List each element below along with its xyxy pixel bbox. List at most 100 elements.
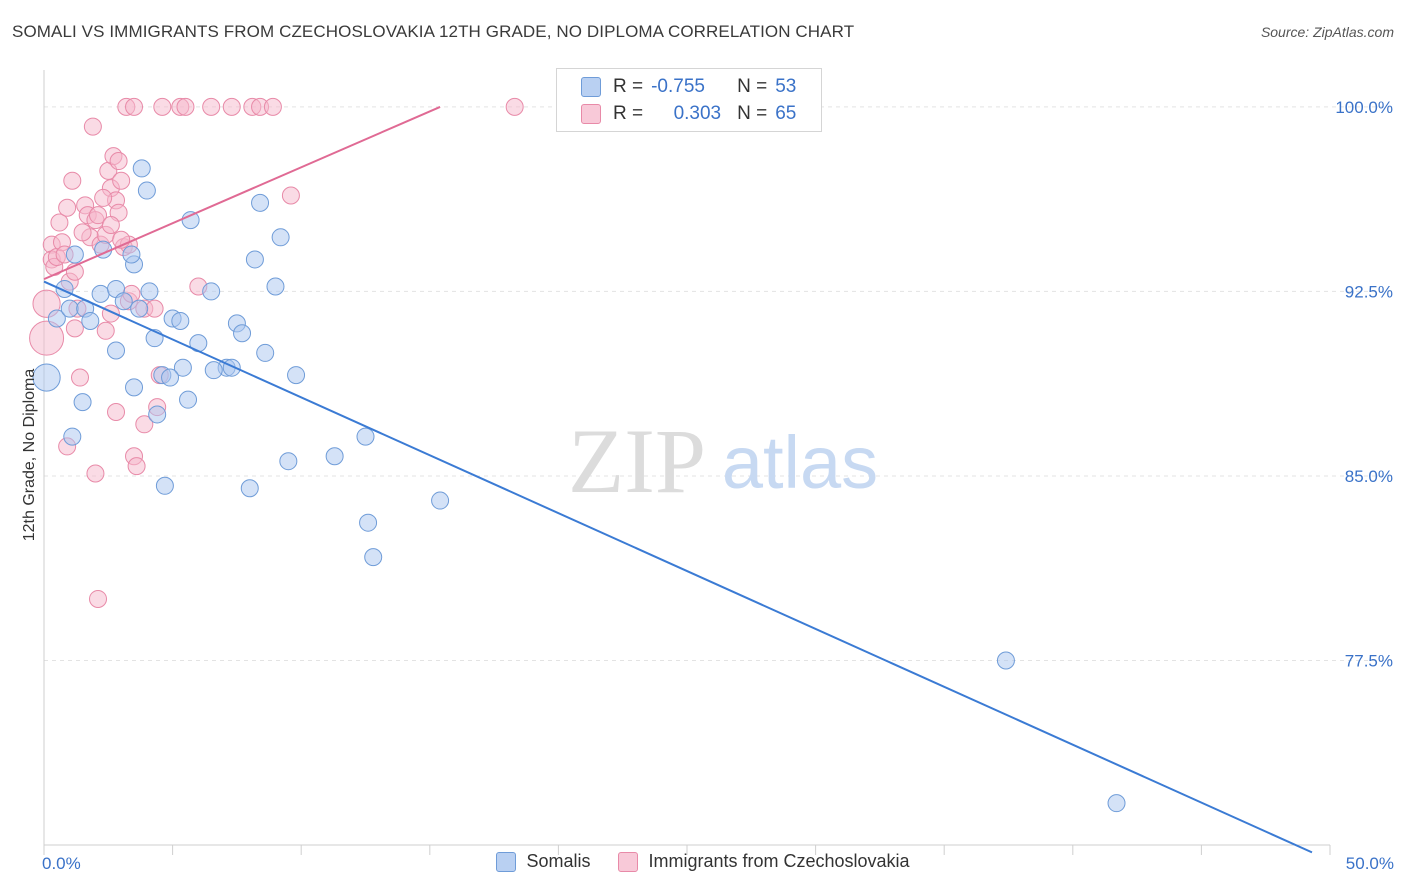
data-point (325, 447, 344, 466)
data-point (73, 223, 92, 242)
data-point (89, 589, 108, 608)
data-point (431, 491, 450, 510)
data-point (204, 361, 223, 380)
chart-title: SOMALI VS IMMIGRANTS FROM CZECHOSLOVAKIA… (12, 22, 855, 41)
legend-label-somalis: Somalis (526, 851, 591, 871)
data-point (32, 363, 61, 392)
data-point (251, 193, 270, 212)
data-point (145, 299, 164, 318)
data-point (161, 368, 180, 387)
data-point (171, 311, 190, 330)
trend-line-blue (43, 280, 1313, 854)
y-tick-label: 85.0% (1345, 467, 1393, 486)
data-point (125, 97, 144, 116)
series-legend: Somalis Immigrants from Czechoslovakia (0, 851, 1406, 872)
data-point (140, 282, 159, 301)
trend-line-pink (43, 105, 441, 281)
data-point (179, 390, 198, 409)
data-point (132, 159, 151, 178)
data-point (101, 216, 120, 234)
legend-r-value: 0.303 (673, 103, 722, 124)
legend-swatch-blue (581, 77, 601, 97)
legend-swatch-blue (496, 851, 517, 872)
legend-r-label: R = (613, 76, 644, 97)
data-point (364, 548, 383, 567)
y-tick-label: 77.5% (1345, 651, 1393, 670)
data-point (202, 282, 221, 301)
data-point (86, 464, 105, 483)
legend-r-value: -0.755 (651, 76, 705, 97)
data-point (135, 415, 154, 434)
data-point (256, 343, 275, 362)
data-point (107, 402, 126, 421)
data-point (240, 479, 259, 498)
legend-row-somalis: R = -0.755 N = 53 (581, 75, 796, 99)
data-point (505, 97, 524, 116)
legend-n-label: N = (737, 103, 768, 124)
data-point (81, 311, 100, 330)
data-point (65, 245, 84, 264)
data-point (148, 405, 167, 424)
data-point (263, 97, 282, 116)
x-tick-label: 50.0% (1346, 854, 1394, 873)
legend-swatch-pink (618, 851, 639, 872)
data-point (122, 245, 141, 264)
data-point (233, 324, 252, 343)
correlation-legend: R = -0.755 N = 53 R = 0.303 N = 65 (556, 68, 822, 132)
data-point (287, 366, 306, 385)
data-point (125, 378, 144, 397)
data-point (137, 181, 156, 200)
data-point (58, 198, 77, 217)
data-point (1107, 794, 1126, 813)
series-czechoslovakia-points (29, 97, 524, 608)
data-point (71, 368, 90, 387)
x-tick-label: 0.0% (42, 854, 81, 873)
data-point (63, 171, 82, 190)
legend-n-label: N = (737, 76, 768, 97)
data-point (245, 250, 264, 269)
source-label: Source: ZipAtlas.com (1260, 24, 1394, 40)
data-point (359, 513, 378, 532)
axes (43, 70, 1331, 855)
trend-lines (43, 105, 1313, 854)
data-point (127, 457, 146, 476)
data-point (109, 152, 128, 171)
data-point (83, 117, 102, 136)
legend-r-label: R = (613, 103, 644, 124)
series-somalis-points (32, 159, 1126, 813)
legend-item-czechoslovakia[interactable]: Immigrants from Czechoslovakia (618, 851, 910, 872)
data-point (279, 452, 298, 471)
data-point (181, 211, 200, 230)
watermark: ZIP atlas (568, 410, 878, 512)
y-tick-label: 100.0% (1335, 98, 1393, 117)
data-point (281, 186, 300, 205)
y-tick-label: 92.5% (1345, 282, 1393, 301)
data-point (91, 284, 110, 303)
legend-row-czechoslovakia: R = 0.303 N = 65 (581, 102, 796, 126)
tick-labels: 77.5% 85.0% 92.5% 100.0% 0.0% 50.0% (42, 98, 1394, 873)
watermark-atlas: atlas (722, 421, 878, 504)
data-point (63, 427, 82, 446)
data-point (107, 341, 126, 360)
data-point (222, 97, 241, 116)
data-point (356, 427, 375, 446)
data-point (996, 651, 1015, 670)
data-point (271, 228, 290, 247)
data-point (50, 213, 69, 232)
data-point (29, 320, 65, 356)
y-axis-label: 12th Grade, No Diploma (21, 369, 38, 542)
data-point (96, 321, 115, 340)
data-point (94, 188, 113, 207)
data-point (153, 97, 172, 116)
data-point (114, 292, 133, 311)
legend-n-value: 53 (775, 76, 797, 97)
legend-swatch-pink (581, 104, 601, 124)
data-point (65, 319, 84, 338)
legend-item-somalis[interactable]: Somalis (496, 851, 590, 872)
watermark-zip: ZIP (568, 410, 706, 512)
data-point (112, 171, 131, 190)
data-point (176, 97, 195, 116)
data-point (155, 476, 174, 495)
data-point (73, 393, 92, 412)
